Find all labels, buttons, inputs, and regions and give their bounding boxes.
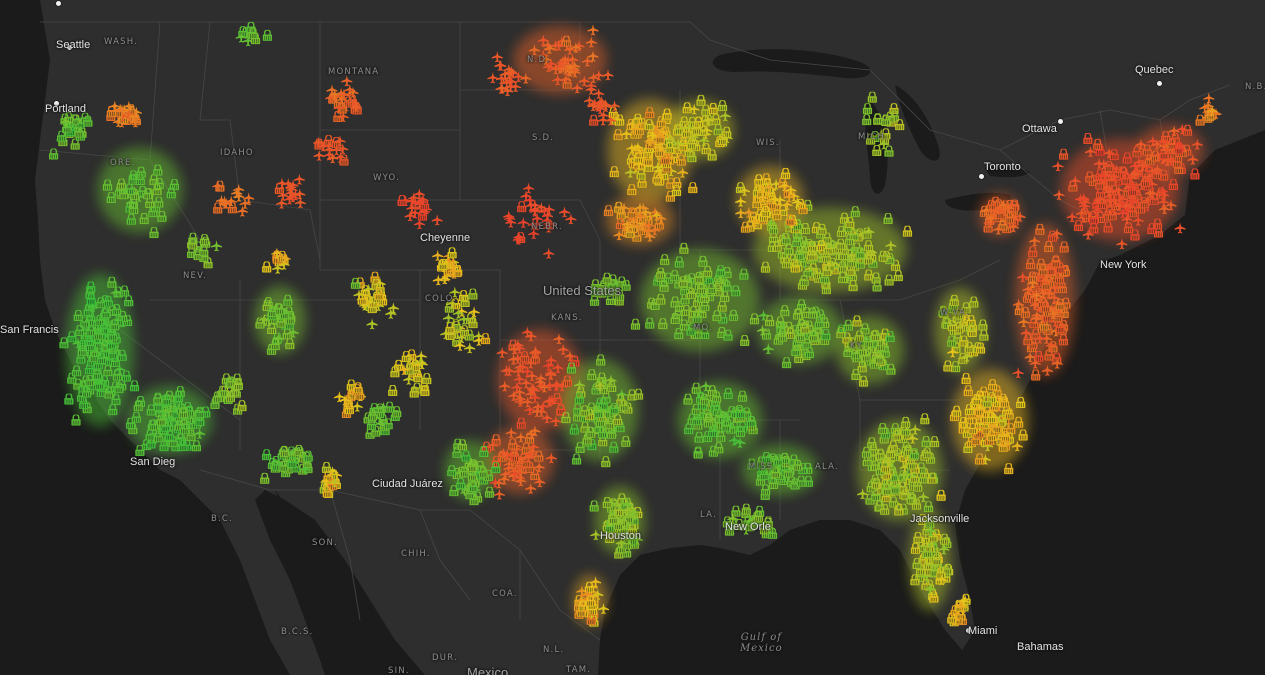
quebec-dot	[1156, 80, 1163, 87]
portland-dot	[53, 100, 60, 107]
land-north-america	[35, 0, 1265, 675]
map-corner-dot	[55, 0, 62, 7]
toronto-dot	[978, 173, 985, 180]
gulf-of-california	[275, 490, 325, 610]
miami-dot	[965, 627, 972, 634]
seattle-dot	[66, 44, 73, 51]
ottawa-dot	[1057, 118, 1064, 125]
